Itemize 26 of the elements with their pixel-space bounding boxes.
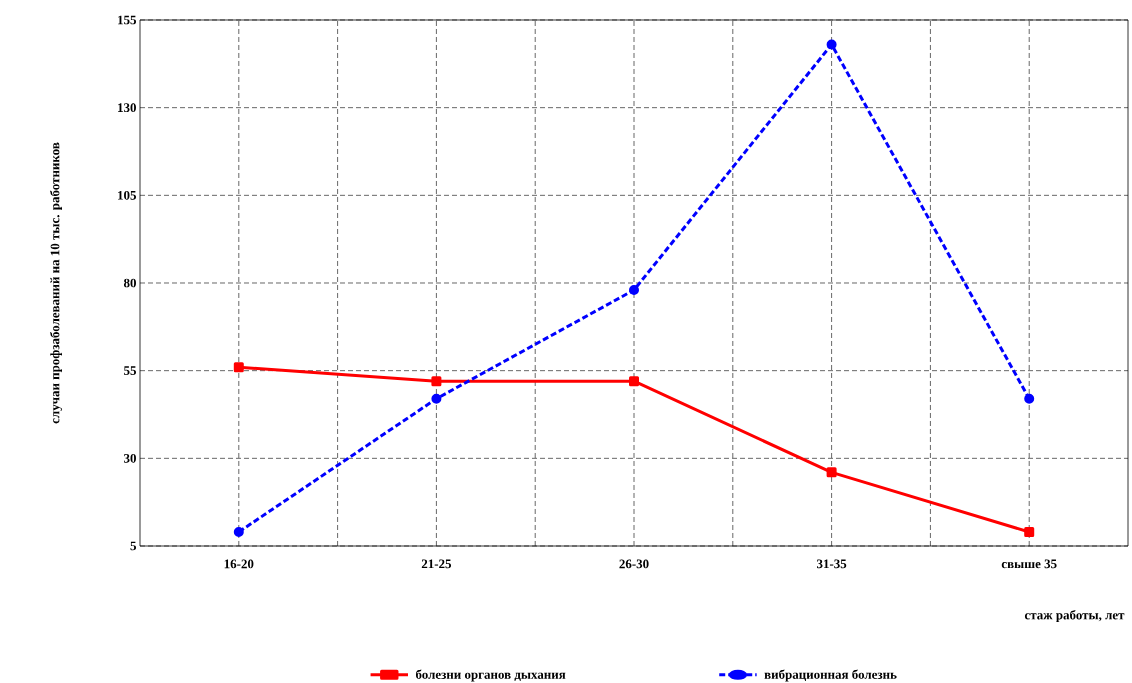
x-axis-title: стаж работы, лет — [1024, 610, 1125, 623]
y-tick-label: 55 — [124, 366, 137, 375]
point — [431, 376, 442, 387]
x-tick-label: свыше 35 — [1001, 559, 1057, 569]
y-tick-label: 105 — [118, 190, 137, 200]
y-tick-label: 80 — [123, 278, 136, 288]
point — [233, 526, 244, 537]
x-tick-label: 21-25 — [421, 559, 452, 569]
y-tick-label: 130 — [118, 103, 136, 113]
y-tick-label: 5 — [130, 541, 137, 551]
point — [1024, 526, 1035, 537]
legend-label: вибрационная болезнь — [764, 669, 897, 682]
x-tick-label: 31-35 — [816, 559, 847, 569]
x-tick-label: 26-30 — [619, 559, 649, 569]
y-axis-title: случаи профзаболеваний на 10 тыс. работников — [49, 142, 63, 424]
point — [233, 362, 244, 373]
y-tick-label: 30 — [124, 453, 136, 463]
point — [826, 467, 837, 478]
point — [629, 285, 639, 296]
x-tick-label: 16-20 — [224, 559, 254, 569]
point — [431, 393, 442, 404]
y-tick-label: 155 — [118, 15, 137, 25]
point — [826, 39, 837, 50]
point — [1024, 393, 1035, 404]
legend-label: болезни органов дыхания — [415, 669, 566, 682]
point — [629, 376, 639, 387]
